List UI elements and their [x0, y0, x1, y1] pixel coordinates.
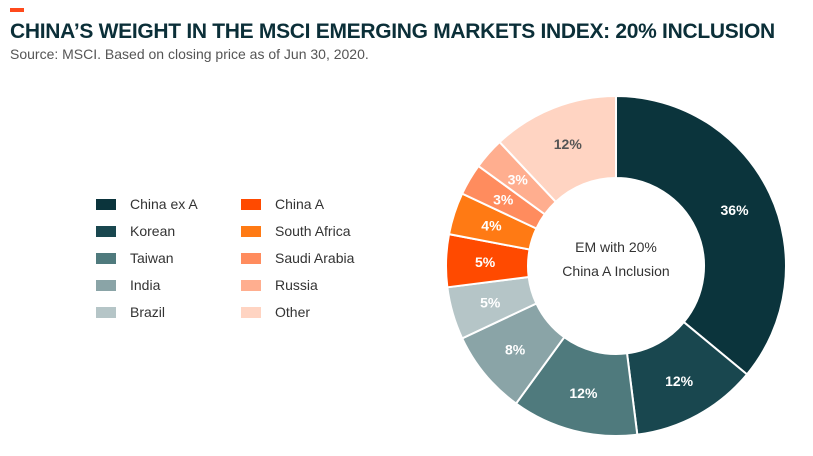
slice-china-ex-a	[615, 94, 787, 376]
title-accent-bar	[10, 8, 24, 12]
legend-label: Saudi Arabia	[275, 250, 355, 266]
legend-swatch	[241, 279, 261, 291]
chart-title: CHINA’S WEIGHT IN THE MSCI EMERGING MARK…	[10, 20, 775, 43]
legend-item-china-a: China A	[241, 196, 324, 212]
legend-item-korean: Korean	[96, 223, 175, 239]
legend-item-saudi-arabia: Saudi Arabia	[241, 250, 354, 266]
slice-label-india: 8%	[505, 342, 526, 358]
legend-label: Other	[275, 304, 311, 320]
legend-label: China ex A	[130, 196, 198, 212]
legend-item-china-ex-a: China ex A	[96, 196, 198, 212]
legend-swatch	[96, 198, 116, 210]
legend-label: South Africa	[275, 223, 351, 239]
legend-swatch	[241, 306, 261, 318]
slice-label-taiwan: 12%	[569, 385, 598, 401]
donut-chart: 36% 12% 12% 8% 5% 5% 4% 3% 3% 12% EM with 20% Chi…	[445, 94, 787, 437]
legend-label: Russia	[275, 277, 318, 293]
slice-label-china-ex-a: 36%	[721, 202, 750, 218]
slice-label-other: 12%	[554, 136, 583, 152]
legend-swatch	[96, 306, 116, 318]
legend-swatch	[96, 225, 116, 237]
legend-label: China A	[275, 196, 325, 212]
legend-item-russia: Russia	[241, 277, 318, 293]
slice-other	[498, 94, 617, 204]
center-label-line-2: China A Inclusion	[562, 263, 669, 279]
center-label-line-1: EM with 20%	[575, 239, 657, 255]
legend-item-taiwan: Taiwan	[96, 250, 174, 266]
legend-item-south-africa: South Africa	[241, 223, 351, 239]
legend-swatch	[241, 225, 261, 237]
donut-slices	[445, 94, 787, 437]
slice-label-korean: 12%	[665, 373, 694, 389]
legend-label: Korean	[130, 223, 176, 239]
slice-label-south-africa: 4%	[481, 218, 502, 234]
legend-item-other: Other	[241, 304, 310, 320]
legend-item-brazil: Brazil	[96, 304, 165, 320]
legend-swatch	[241, 198, 261, 210]
chart-subtitle: Source: MSCI. Based on closing price as …	[10, 46, 369, 62]
slice-label-brazil: 5%	[480, 295, 501, 311]
slice-label-saudi-arabia: 3%	[493, 191, 514, 207]
legend-label: India	[130, 277, 161, 293]
legend-item-india: India	[96, 277, 160, 293]
legend-swatch	[96, 279, 116, 291]
legend-label: Taiwan	[130, 250, 174, 266]
legend-swatch	[241, 252, 261, 264]
slice-label-china-a: 5%	[475, 254, 496, 270]
slice-label-russia: 3%	[508, 171, 529, 187]
legend-label: Brazil	[130, 304, 166, 320]
legend-swatch	[96, 252, 116, 264]
donut-slice-labels: 36% 12% 12% 8% 5% 5% 4% 3% 3% 12%	[475, 136, 749, 401]
